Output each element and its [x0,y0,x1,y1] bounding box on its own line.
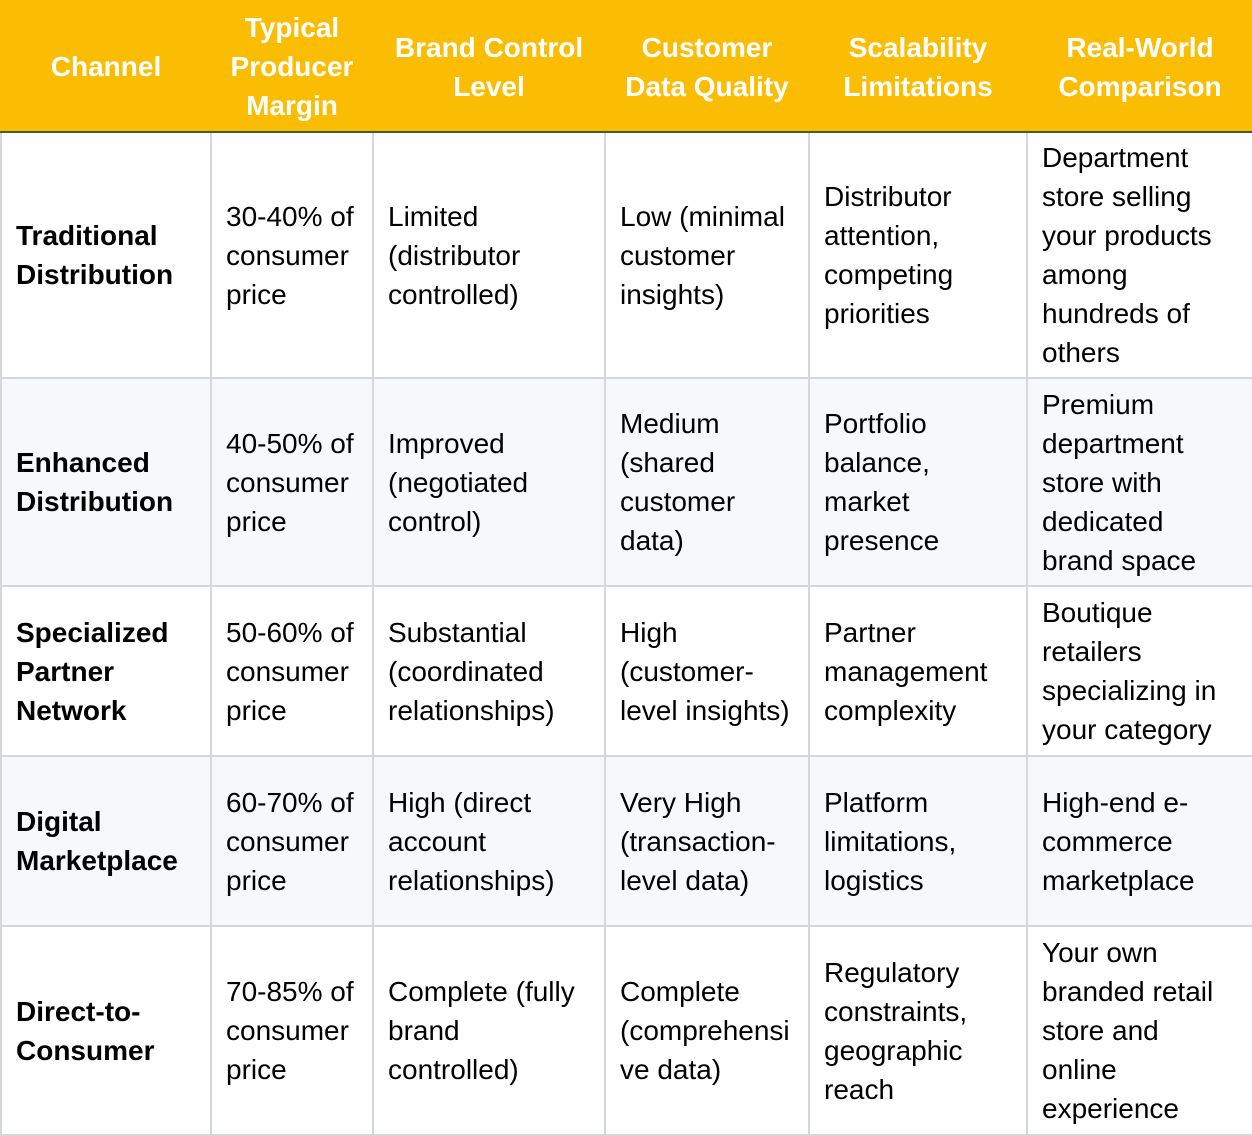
cell-margin: 30-40% of consumer price [210,131,374,379]
cell-margin: 40-50% of consumer price [210,377,374,587]
cell-customer-data: High (customer-level insights) [604,585,810,757]
cell-real-world: Your own branded retail store and online… [1026,925,1252,1136]
cell-customer-data: Medium (shared customer data) [604,377,810,587]
header-real-world: Real-World Comparison [1026,0,1252,133]
cell-margin: 70-85% of consumer price [210,925,374,1136]
cell-customer-data: Low (minimal customer insights) [604,131,810,379]
header-customer-data: Customer Data Quality [604,0,810,133]
cell-channel: Enhanced Distribution [0,377,212,587]
cell-brand-control: Substantial (coordinated relationships) [372,585,606,757]
cell-scalability: Platform limitations, logistics [808,755,1028,927]
cell-brand-control: Improved (negotiated control) [372,377,606,587]
table-row: Digital Marketplace 60-70% of consumer p… [0,755,1252,927]
table-row: Direct-to-Consumer 70-85% of consumer pr… [0,925,1252,1136]
cell-brand-control: Limited (distributor controlled) [372,131,606,379]
header-row: Channel Typical Producer Margin Brand Co… [0,0,1252,133]
cell-channel: Digital Marketplace [0,755,212,927]
table-header: Channel Typical Producer Margin Brand Co… [0,0,1252,133]
table-row: Enhanced Distribution 40-50% of consumer… [0,377,1252,587]
cell-channel: Specialized Partner Network [0,585,212,757]
cell-channel: Direct-to-Consumer [0,925,212,1136]
table-row: Traditional Distribution 30-40% of consu… [0,131,1252,379]
table-body: Traditional Distribution 30-40% of consu… [0,131,1252,1136]
cell-channel: Traditional Distribution [0,131,212,379]
header-channel: Channel [0,0,212,133]
header-brand-control: Brand Control Level [372,0,606,133]
cell-customer-data: Very High (transaction-level data) [604,755,810,927]
cell-margin: 60-70% of consumer price [210,755,374,927]
cell-customer-data: Complete (comprehensive data) [604,925,810,1136]
cell-scalability: Regulatory constraints, geographic reach [808,925,1028,1136]
table-row: Specialized Partner Network 50-60% of co… [0,585,1252,757]
cell-brand-control: High (direct account relationships) [372,755,606,927]
header-scalability: Scalability Limitations [808,0,1028,133]
cell-real-world: Premium department store with dedicated … [1026,377,1252,587]
cell-real-world: High-end e-commerce marketplace [1026,755,1252,927]
cell-brand-control: Complete (fully brand controlled) [372,925,606,1136]
cell-margin: 50-60% of consumer price [210,585,374,757]
cell-scalability: Distributor attention, competing priorit… [808,131,1028,379]
cell-real-world: Department store selling your products a… [1026,131,1252,379]
cell-scalability: Partner management complexity [808,585,1028,757]
header-producer-margin: Typical Producer Margin [210,0,374,133]
cell-scalability: Portfolio balance, market presence [808,377,1028,587]
cell-real-world: Boutique retailers specializing in your … [1026,585,1252,757]
